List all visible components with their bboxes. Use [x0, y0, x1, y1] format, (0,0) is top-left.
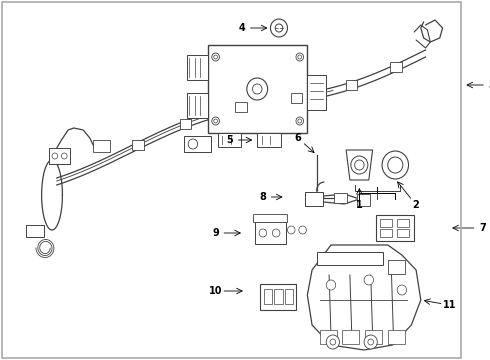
- Bar: [187, 93, 208, 118]
- Text: 5: 5: [226, 135, 233, 145]
- Bar: [391, 62, 402, 72]
- Bar: [388, 260, 405, 274]
- Circle shape: [296, 117, 304, 125]
- Text: 4: 4: [239, 23, 245, 33]
- Circle shape: [298, 119, 302, 123]
- Circle shape: [272, 229, 280, 237]
- Bar: [285, 289, 293, 304]
- Bar: [236, 102, 247, 112]
- Text: 3: 3: [489, 80, 490, 90]
- Bar: [291, 93, 302, 103]
- Circle shape: [388, 157, 403, 173]
- Circle shape: [364, 335, 377, 349]
- Bar: [334, 193, 347, 203]
- Circle shape: [212, 117, 220, 125]
- Bar: [208, 45, 307, 133]
- Bar: [253, 214, 288, 222]
- Polygon shape: [317, 252, 383, 265]
- Circle shape: [298, 55, 302, 59]
- Circle shape: [247, 78, 268, 100]
- Circle shape: [299, 226, 306, 234]
- Text: 10: 10: [209, 286, 222, 296]
- Bar: [93, 140, 110, 152]
- Circle shape: [275, 24, 283, 32]
- Bar: [218, 133, 241, 147]
- Circle shape: [351, 156, 368, 174]
- Circle shape: [61, 153, 67, 159]
- Circle shape: [326, 335, 340, 349]
- Bar: [255, 222, 286, 244]
- Bar: [184, 136, 211, 152]
- Bar: [274, 289, 283, 304]
- Bar: [388, 330, 405, 344]
- Bar: [357, 194, 370, 206]
- Bar: [397, 219, 410, 227]
- Bar: [132, 140, 144, 150]
- Bar: [365, 330, 382, 344]
- Bar: [319, 330, 337, 344]
- Text: 1: 1: [356, 200, 363, 210]
- Bar: [380, 229, 392, 237]
- Bar: [304, 192, 323, 206]
- Polygon shape: [307, 245, 421, 350]
- Text: 11: 11: [442, 300, 456, 310]
- Circle shape: [259, 229, 267, 237]
- Circle shape: [288, 226, 295, 234]
- Circle shape: [212, 53, 220, 61]
- Text: 7: 7: [479, 223, 486, 233]
- Circle shape: [52, 153, 58, 159]
- Bar: [343, 330, 359, 344]
- Circle shape: [355, 160, 364, 170]
- Circle shape: [188, 139, 197, 149]
- Circle shape: [364, 275, 373, 285]
- Circle shape: [326, 280, 336, 290]
- Polygon shape: [346, 150, 372, 180]
- Bar: [26, 225, 44, 237]
- Circle shape: [296, 53, 304, 61]
- Bar: [264, 289, 272, 304]
- Bar: [49, 148, 70, 164]
- Bar: [380, 219, 392, 227]
- Text: 8: 8: [260, 192, 267, 202]
- Bar: [307, 75, 326, 110]
- Circle shape: [382, 151, 409, 179]
- Circle shape: [330, 339, 336, 345]
- Bar: [187, 55, 208, 80]
- Text: 9: 9: [212, 228, 219, 238]
- Circle shape: [368, 339, 373, 345]
- Bar: [257, 133, 281, 147]
- Bar: [397, 229, 410, 237]
- Circle shape: [214, 119, 218, 123]
- Bar: [260, 284, 296, 310]
- Circle shape: [270, 19, 288, 37]
- Bar: [376, 215, 414, 241]
- Circle shape: [214, 55, 218, 59]
- Circle shape: [252, 84, 262, 94]
- Text: 6: 6: [294, 133, 301, 143]
- Circle shape: [397, 285, 407, 295]
- Bar: [346, 80, 358, 90]
- Bar: [180, 118, 192, 129]
- Text: 2: 2: [413, 200, 419, 210]
